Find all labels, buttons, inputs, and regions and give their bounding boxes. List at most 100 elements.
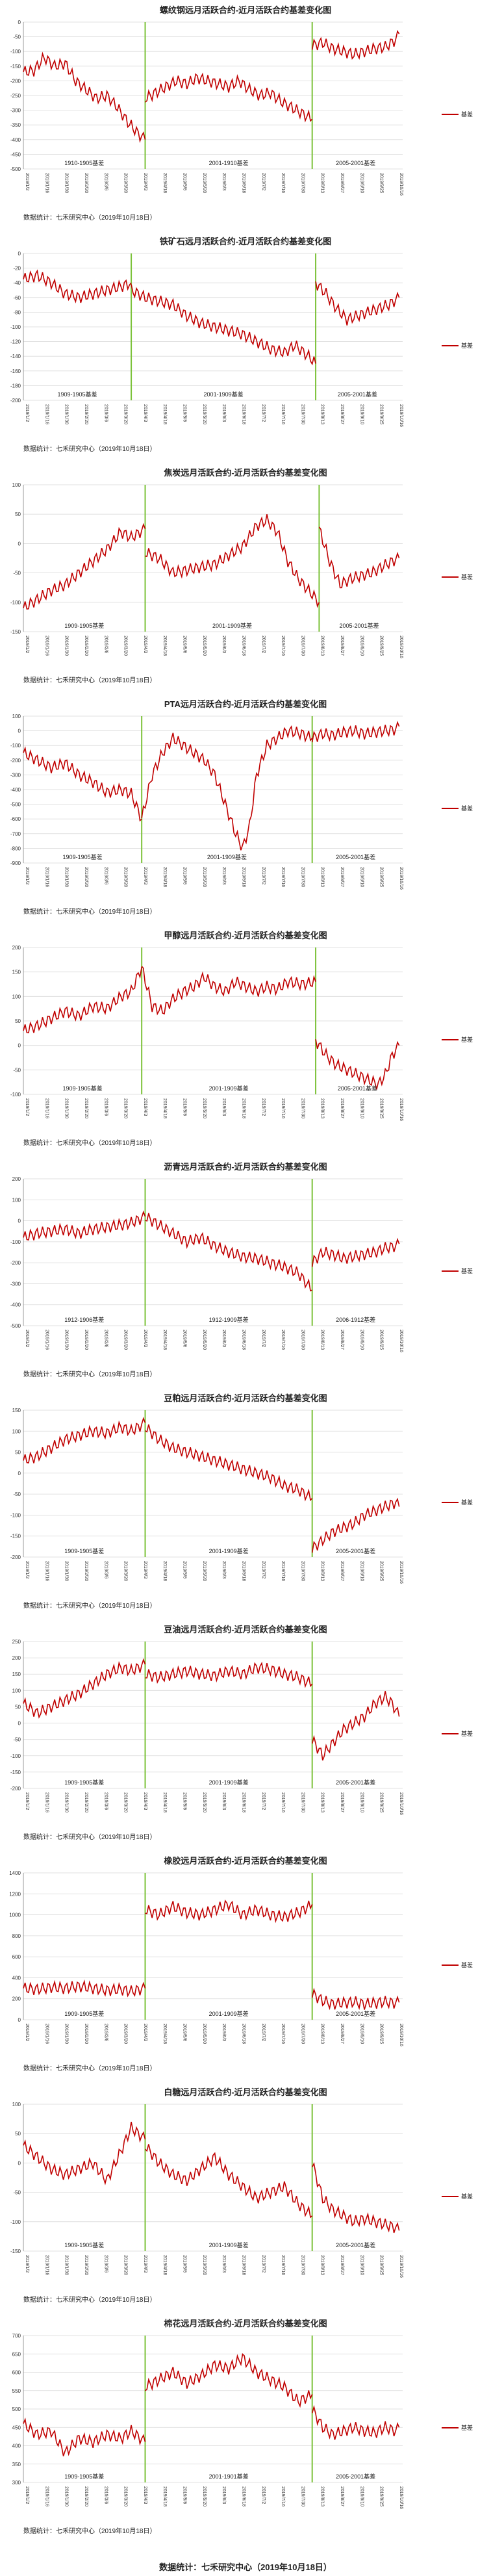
y-tick-label: 0 — [18, 1043, 21, 1049]
x-tick-label: 2019/6/3 — [221, 867, 226, 884]
x-tick-label: 2019/7/2 — [261, 636, 266, 653]
segment-label: 2005-2001基差 — [336, 159, 375, 166]
chart-panel: 豆油远月活跃合约-近月活跃合约基差变化图 250 200 150 100 50 0 -50 -1… — [0, 1619, 491, 1851]
x-tick-label: 2019/1/2 — [25, 636, 29, 653]
x-tick-label: 2019/5/6 — [183, 2024, 187, 2041]
x-tick-label: 2019/3/20 — [123, 2255, 128, 2275]
basis-series-line — [311, 1691, 400, 1761]
chart-svg: 甲醇远月活跃合约-近月活跃合约基差变化图 200 150 100 50 0 -50 -100 2… — [10, 931, 473, 1147]
x-tick-label: 2019/8/13 — [320, 2255, 325, 2275]
chart-svg: 豆粕远月活跃合约-近月活跃合约基差变化图 150 100 50 0 -50 -100 -150… — [10, 1393, 473, 1610]
x-tick-label: 2019/4/3 — [143, 867, 147, 884]
y-tick-label: -100 — [10, 324, 21, 330]
x-tick-label: 2019/9/10 — [359, 2255, 364, 2275]
chart-panel: 螺纹钢远月活跃合约-近月活跃合约基差变化图 0 -50 -100 -150 -200 -25… — [0, 0, 491, 231]
chart-panel: PTA远月活跃合约-近月活跃合约基差变化图 100 0 -100 -200 -300 -40… — [0, 694, 491, 925]
x-tick-label: 2019/9/10 — [359, 1098, 364, 1118]
x-tick-label: 2019/5/6 — [183, 636, 187, 653]
basis-series-line — [23, 2417, 146, 2456]
source-note: 数据统计：七禾研究中心（2019年10月18日） — [23, 676, 157, 684]
basis-series-line — [145, 514, 320, 608]
x-tick-label: 2019/1/16 — [44, 2486, 49, 2506]
y-tick-label: 50 — [15, 1704, 21, 1710]
y-tick-label: -50 — [13, 571, 21, 576]
x-tick-label: 2019/7/2 — [261, 2255, 266, 2273]
x-tick-label: 2019/3/20 — [123, 2024, 128, 2044]
x-tick-label: 2019/7/30 — [300, 173, 305, 193]
x-tick-label: 2019/9/10 — [359, 1792, 364, 1812]
y-tick-label: -200 — [10, 1260, 21, 1266]
basis-series-line — [315, 281, 400, 326]
x-tick-label: 2019/3/20 — [123, 2486, 128, 2506]
x-tick-label: 2019/5/20 — [202, 1561, 207, 1581]
y-tick-label: -50 — [13, 1491, 21, 1497]
basis-series-line — [23, 522, 146, 610]
x-tick-label: 2019/6/3 — [221, 173, 226, 190]
x-tick-label: 2019/7/2 — [261, 2024, 266, 2041]
x-tick-label: 2019/6/3 — [221, 2486, 226, 2504]
y-tick-label: -350 — [10, 122, 21, 128]
x-tick-label: 2019/5/20 — [202, 2486, 207, 2506]
x-tick-label: 2019/1/16 — [44, 2024, 49, 2044]
chart-svg: 棉花远月活跃合约-近月活跃合约基差变化图 700 650 600 550 500 450 40… — [12, 2319, 473, 2535]
segment-label: 1909-1905基差 — [64, 1779, 104, 1786]
y-tick-label: -500 — [10, 802, 21, 808]
basis-series-line — [23, 1658, 146, 1719]
x-tick-label: 2019/8/13 — [320, 1792, 325, 1812]
y-tick-label: -450 — [10, 151, 21, 157]
y-tick-label: 300 — [12, 2480, 21, 2486]
y-tick-label: -150 — [10, 629, 21, 635]
x-tick-label: 2019/4/18 — [162, 1330, 167, 1350]
basis-series-line — [23, 966, 142, 1034]
x-tick-label: 2019/2/20 — [84, 867, 88, 887]
y-tick-label: 150 — [12, 1408, 21, 1413]
x-tick-label: 2019/8/13 — [320, 2024, 325, 2044]
x-tick-label: 2019/1/2 — [25, 1561, 29, 1578]
y-tick-label: -200 — [10, 758, 21, 764]
segment-label: 1909-1905基差 — [58, 391, 97, 398]
segment-label: 2005-2001基差 — [336, 853, 375, 860]
x-tick-label: 2019/10/16 — [399, 1330, 403, 1352]
source-note: 数据统计：七禾研究中心（2019年10月18日） — [23, 1370, 157, 1378]
y-tick-label: 100 — [12, 714, 21, 719]
x-tick-label: 2019/8/13 — [320, 2486, 325, 2506]
x-tick-label: 2019/7/2 — [261, 1098, 266, 1116]
source-note: 数据统计：七禾研究中心（2019年10月18日） — [23, 1601, 157, 1610]
x-tick-label: 2019/1/2 — [25, 1792, 29, 1810]
basis-series-line — [23, 1417, 146, 1464]
basis-series-line — [23, 2121, 146, 2185]
chart-svg: 铁矿石远月活跃合约-近月活跃合约基差变化图 0 -20 -40 -60 -80 -100 -1… — [10, 237, 473, 453]
basis-series-line — [23, 746, 142, 822]
chart-svg: 焦炭远月活跃合约-近月活跃合约基差变化图 100 50 0 -50 -100 -150 201… — [10, 468, 473, 684]
x-tick-label: 2019/3/6 — [103, 1792, 108, 1810]
x-tick-label: 2019/6/18 — [241, 867, 245, 887]
y-tick-label: -120 — [10, 339, 21, 345]
y-tick-label: -100 — [10, 743, 21, 749]
y-tick-label: 350 — [12, 2462, 21, 2467]
x-tick-label: 2019/8/27 — [340, 1792, 344, 1812]
x-tick-label: 2019/8/27 — [340, 2255, 344, 2275]
x-tick-label: 2019/5/6 — [183, 2486, 187, 2504]
x-tick-label: 2019/7/2 — [261, 1792, 266, 1810]
x-tick-label: 2019/2/20 — [84, 1792, 88, 1812]
legend-label: 基差 — [461, 1036, 473, 1043]
segment-label: 1912-1906基差 — [64, 1316, 104, 1323]
x-tick-label: 2019/6/3 — [221, 1098, 226, 1116]
x-tick-label: 2019/4/18 — [162, 1561, 167, 1581]
x-tick-label: 2019/7/30 — [300, 636, 305, 656]
y-tick-label: 100 — [12, 1197, 21, 1203]
x-tick-label: 2019/7/16 — [281, 2255, 285, 2275]
segment-label: 2005-2001基差 — [336, 2010, 375, 2017]
y-tick-label: 0 — [18, 1471, 21, 1476]
y-tick-label: 200 — [12, 945, 21, 951]
x-tick-label: 2019/2/20 — [84, 2024, 88, 2044]
x-tick-label: 2019/5/20 — [202, 1098, 207, 1118]
x-tick-label: 2019/7/16 — [281, 2486, 285, 2506]
x-tick-label: 2019/3/20 — [123, 1098, 128, 1118]
y-tick-label: 600 — [12, 1954, 21, 1960]
x-tick-label: 2019/10/16 — [399, 2255, 403, 2278]
x-tick-label: 2019/8/13 — [320, 636, 325, 656]
y-tick-label: -150 — [10, 1534, 21, 1539]
x-tick-label: 2019/7/30 — [300, 1792, 305, 1812]
y-tick-label: 100 — [12, 2102, 21, 2107]
